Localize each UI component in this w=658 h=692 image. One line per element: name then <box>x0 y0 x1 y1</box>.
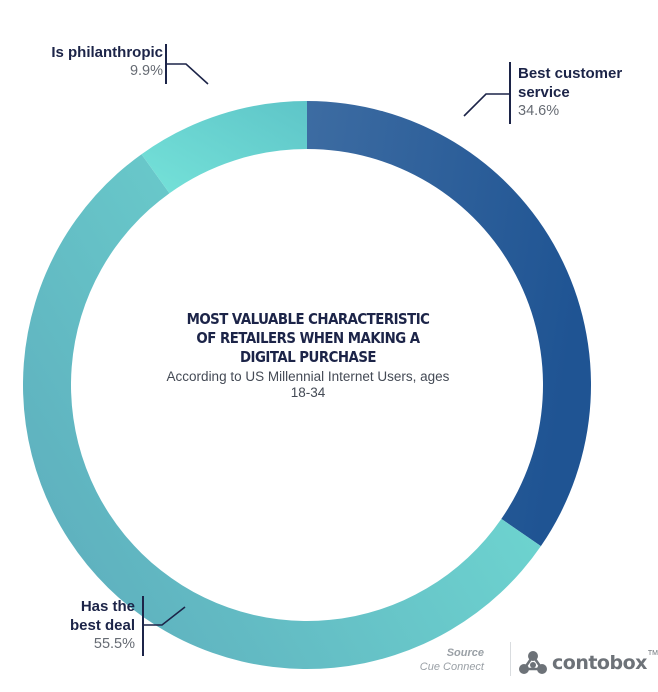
value-label: 34.6% <box>518 103 560 119</box>
footer-divider <box>510 642 511 676</box>
leader-best-customer-service <box>463 93 510 117</box>
brand-trademark: TM <box>647 650 658 657</box>
category-label: Best customer <box>518 65 623 82</box>
source-value: Cue Connect <box>419 661 484 673</box>
chart-center-text: MOST VALUABLE CHARACTERISTIC OF RETAILER… <box>158 310 458 401</box>
leader-has-best-deal <box>143 606 186 626</box>
source-heading: Source <box>446 647 484 659</box>
category-label: service <box>518 84 570 101</box>
label-has-best-deal: Has the best deal 55.5% <box>5 597 135 654</box>
label-best-customer-service: Best customer service 34.6% <box>518 64 622 121</box>
donut-slice-has-the-best-deal <box>22 154 541 670</box>
category-label: Is philanthropic <box>51 44 163 61</box>
label-is-philanthropic: Is philanthropic 9.9% <box>0 43 163 81</box>
leader-is-philanthropic <box>166 63 209 85</box>
value-label: 55.5% <box>93 636 135 652</box>
donut-slice-best-customer-service <box>307 101 591 547</box>
chart-title: MOST VALUABLE CHARACTERISTIC OF RETAILER… <box>186 310 430 366</box>
source-note: Source Cue Connect <box>420 646 484 674</box>
brand-molecule-icon <box>519 651 547 674</box>
value-label: 9.9% <box>129 63 163 79</box>
footer: Source Cue Connect contobox TM <box>400 632 658 682</box>
donut-slice-is-philanthropic <box>141 101 307 194</box>
brand-name: contobox <box>552 652 647 674</box>
chart-subtitle: According to US Millennial Internet User… <box>166 369 450 400</box>
category-label: best deal <box>69 617 135 634</box>
inner-ring-highlight <box>72 150 542 620</box>
category-label: Has the <box>80 598 135 615</box>
brand-logo: contobox TM <box>518 650 658 676</box>
